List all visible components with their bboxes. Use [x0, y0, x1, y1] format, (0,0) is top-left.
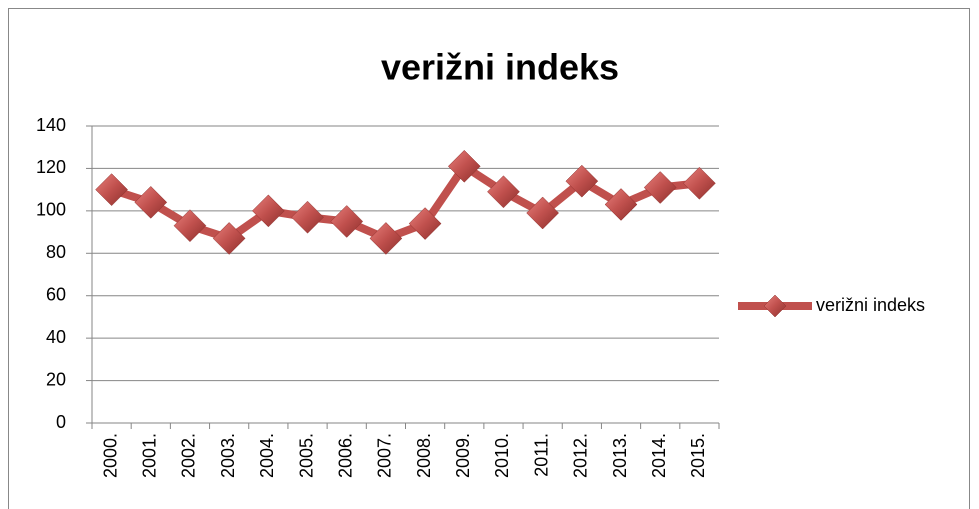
- x-tick-label: 2005.: [296, 433, 316, 478]
- series-line: [110, 162, 700, 243]
- data-point: [212, 222, 246, 255]
- y-tick-label: 80: [46, 242, 66, 262]
- legend-label: verižni indeks: [816, 295, 925, 315]
- data-point: [330, 205, 364, 238]
- y-tick-label: 40: [46, 327, 66, 347]
- data-point: [251, 194, 285, 228]
- data-point: [134, 186, 168, 219]
- data-point: [408, 207, 442, 240]
- x-tick-label: 2014.: [649, 433, 669, 478]
- data-point: [683, 166, 716, 200]
- x-tick-label: 2000.: [100, 433, 120, 478]
- chart-title: verižni indeks: [381, 47, 619, 88]
- y-tick-label: 20: [46, 369, 66, 389]
- y-tick-label: 60: [46, 284, 66, 304]
- data-point: [565, 164, 599, 198]
- data-point: [526, 196, 560, 230]
- x-tick-label: 2012.: [571, 433, 591, 478]
- x-tick-label: 2015.: [688, 433, 708, 478]
- x-tick-label: 2002.: [179, 433, 199, 478]
- x-tick-label: 2001.: [140, 433, 160, 478]
- x-tick-label: 2006.: [335, 433, 355, 478]
- x-tick-label: 2011.: [531, 433, 551, 477]
- x-tick-label: 2004.: [257, 433, 277, 478]
- x-tick-label: 2008.: [414, 433, 434, 478]
- x-tick-label: 2003.: [218, 433, 238, 478]
- y-tick-label: 0: [56, 412, 66, 432]
- data-point: [369, 222, 403, 255]
- data-point: [95, 173, 128, 206]
- x-tick-label: 2007.: [375, 433, 395, 478]
- x-tick-label: 2009.: [453, 433, 473, 478]
- y-tick-label: 140: [36, 115, 66, 135]
- data-point: [173, 209, 207, 243]
- y-tick-label: 100: [36, 200, 66, 220]
- data-point: [604, 188, 638, 221]
- data-point: [447, 149, 481, 183]
- data-point: [643, 171, 677, 204]
- x-tick-label: 2013.: [610, 433, 630, 478]
- data-point: [291, 200, 324, 234]
- legend-marker: [763, 294, 787, 318]
- y-tick-label: 120: [36, 157, 66, 177]
- x-tick-label: 2010.: [492, 433, 512, 478]
- data-point: [487, 175, 520, 209]
- chart-border: [8, 8, 970, 509]
